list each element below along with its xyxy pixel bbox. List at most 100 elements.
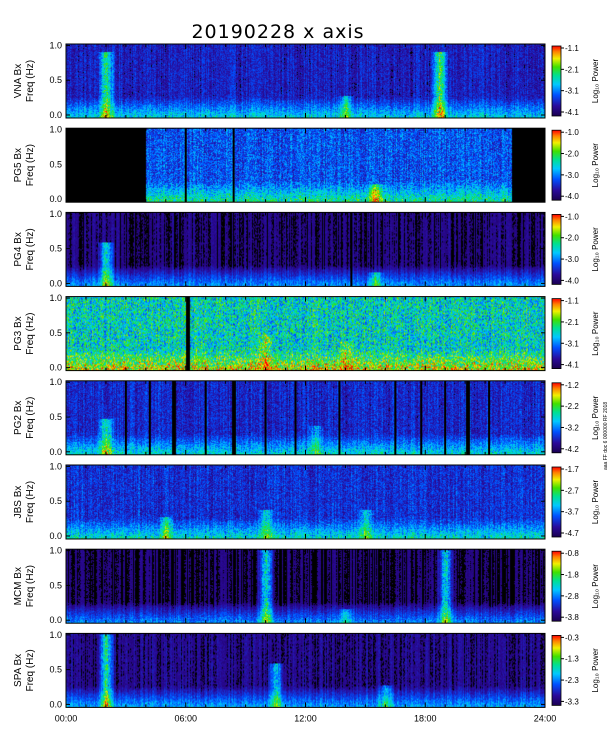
colorbar-tick-label: -2.1 <box>565 65 579 74</box>
y-label-unit: Freq (Hz) <box>25 565 36 607</box>
side-note: aaa FF doc 6 000000 RF 2018 <box>603 402 609 470</box>
heatmap-image <box>66 633 545 708</box>
y-label-station: JBS Bx <box>13 486 24 519</box>
panel-pg4: 0.0 0.5 1.0 PG4 Bx Freq (Hz) -1.0 -2.0 -3.0 -4.0… <box>13 209 600 289</box>
y-label-station: VNA Bx <box>13 64 24 98</box>
y-label-station: PG4 Bx <box>13 232 24 266</box>
y-tick-label: 1.0 <box>49 630 62 640</box>
panel-vna: 0.0 0.5 1.0 VNA Bx Freq (Hz) -1.1 -2.1 -3.1 -4.1… <box>13 40 600 120</box>
heatmap-image <box>66 128 545 203</box>
x-tick-label: 18:00 <box>414 713 437 723</box>
colorbar-tick-label: -3.3 <box>565 697 579 706</box>
colorbar-label: Log₁₀ Power <box>591 480 600 525</box>
colorbar-label: Log₁₀ Power <box>591 564 600 609</box>
colorbar-tick-label: -4.1 <box>565 361 579 370</box>
y-tick-label: 0.0 <box>49 110 62 120</box>
colorbar-tick-label: -3.1 <box>565 339 579 348</box>
y-label-station: MCM Bx <box>13 567 24 605</box>
y-tick-label: 0.0 <box>49 363 62 373</box>
colorbar-tick-label: -1.0 <box>565 128 579 137</box>
colorbar-tick-label: -3.0 <box>565 255 579 264</box>
y-tick-label: 0.5 <box>49 665 62 675</box>
colorbar-tick-label: -4.0 <box>565 276 579 285</box>
y-label-unit: Freq (Hz) <box>25 312 36 354</box>
colorbar-tick-label: -3.7 <box>565 508 579 517</box>
colorbar-tick-label: -1.1 <box>565 297 579 306</box>
y-tick-label: 0.5 <box>49 496 62 506</box>
colorbar <box>551 382 562 454</box>
colorbar-label: Log₁₀ Power <box>591 311 600 356</box>
y-label-unit: Freq (Hz) <box>25 60 36 102</box>
y-label-station: SPA Bx <box>13 654 24 687</box>
colorbar-tick-label: -3.2 <box>565 423 579 432</box>
y-tick-label: 0.5 <box>49 159 62 169</box>
y-tick-label: 0.0 <box>49 615 62 625</box>
colorbar-tick-label: -0.3 <box>565 633 579 642</box>
y-label-unit: Freq (Hz) <box>25 144 36 186</box>
colorbar-label: Log₁₀ Power <box>591 143 600 188</box>
panel-pg3: 0.0 0.5 1.0 PG3 Bx Freq (Hz) -1.1 -2.1 -3.1 -4.1… <box>13 293 600 373</box>
y-tick-label: 1.0 <box>49 125 62 135</box>
heatmap-image <box>66 549 545 624</box>
y-tick-label: 1.0 <box>49 461 62 471</box>
colorbar-tick-label: -3.0 <box>565 171 579 180</box>
colorbar-tick-label: -1.7 <box>565 465 579 474</box>
panel-spa: 0.0 0.5 1.0 SPA Bx Freq (Hz) -0.3 -1.3 -2.3 -3.3… <box>13 630 600 710</box>
colorbar <box>551 298 562 370</box>
colorbar-tick-label: -1.1 <box>565 44 579 53</box>
colorbar-tick-label: -2.3 <box>565 676 579 685</box>
y-tick-label: 0.0 <box>49 278 62 288</box>
colorbar-tick-label: -3.8 <box>565 613 579 622</box>
x-tick-label: 24:00 <box>534 713 557 723</box>
colorbar-tick-label: -3.1 <box>565 87 579 96</box>
y-tick-label: 0.5 <box>49 328 62 338</box>
y-label-station: PG5 Bx <box>13 148 24 182</box>
colorbar-tick-label: -2.0 <box>565 234 579 243</box>
colorbar-tick-label: -4.1 <box>565 108 579 117</box>
y-tick-label: 0.5 <box>49 244 62 254</box>
y-tick-label: 1.0 <box>49 546 62 556</box>
x-tick-label: 12:00 <box>294 713 317 723</box>
heatmap-image <box>66 380 545 455</box>
y-label-station: PG2 Bx <box>13 401 24 435</box>
heatmap-image <box>66 212 545 287</box>
panel-mcm: 0.0 0.5 1.0 MCM Bx Freq (Hz) -0.8 -1.8 -2.8 -3.8… <box>13 546 600 626</box>
panel-pg5: 0.0 0.5 1.0 PG5 Bx Freq (Hz) -1.0 -2.0 -3.0 -4.0… <box>13 125 600 205</box>
colorbar-tick-label: -2.8 <box>565 592 579 601</box>
colorbar <box>551 466 562 538</box>
colorbar-tick-label: -2.1 <box>565 318 579 327</box>
x-tick-label: 00:00 <box>55 713 78 723</box>
colorbar-label: Log₁₀ Power <box>591 648 600 693</box>
colorbar-tick-label: -1.8 <box>565 571 579 580</box>
y-label-unit: Freq (Hz) <box>25 397 36 439</box>
y-tick-label: 0.0 <box>49 531 62 541</box>
colorbar-tick-label: -0.8 <box>565 549 579 558</box>
colorbar <box>551 129 562 201</box>
y-label-unit: Freq (Hz) <box>25 649 36 691</box>
panel-jbs: 0.0 0.5 1.0 JBS Bx Freq (Hz) -1.7 -2.7 -3.7 -4.7… <box>13 461 600 541</box>
y-tick-label: 0.0 <box>49 194 62 204</box>
colorbar-label: Log₁₀ Power <box>591 59 600 104</box>
y-tick-label: 0.0 <box>49 447 62 457</box>
y-label-station: PG3 Bx <box>13 316 24 350</box>
colorbar-tick-label: -4.7 <box>565 529 579 538</box>
y-tick-label: 0.0 <box>49 699 62 709</box>
colorbar-tick-label: -4.0 <box>565 192 579 201</box>
chart-title: 20190228 x axis <box>191 21 364 43</box>
colorbar <box>551 45 562 117</box>
colorbar <box>551 635 562 706</box>
y-tick-label: 1.0 <box>49 209 62 219</box>
y-tick-label: 1.0 <box>49 40 62 50</box>
y-tick-label: 1.0 <box>49 377 62 387</box>
colorbar-label: Log₁₀ Power <box>591 227 600 272</box>
heatmap-image <box>66 44 545 118</box>
colorbar-label: Log₁₀ Power <box>591 395 600 440</box>
y-label-unit: Freq (Hz) <box>25 481 36 523</box>
heatmap-image <box>66 465 545 539</box>
colorbar-tick-label: -2.2 <box>565 402 579 411</box>
colorbar-tick-label: -1.3 <box>565 655 579 664</box>
colorbar-tick-label: -1.0 <box>565 212 579 221</box>
y-tick-label: 0.5 <box>49 75 62 85</box>
